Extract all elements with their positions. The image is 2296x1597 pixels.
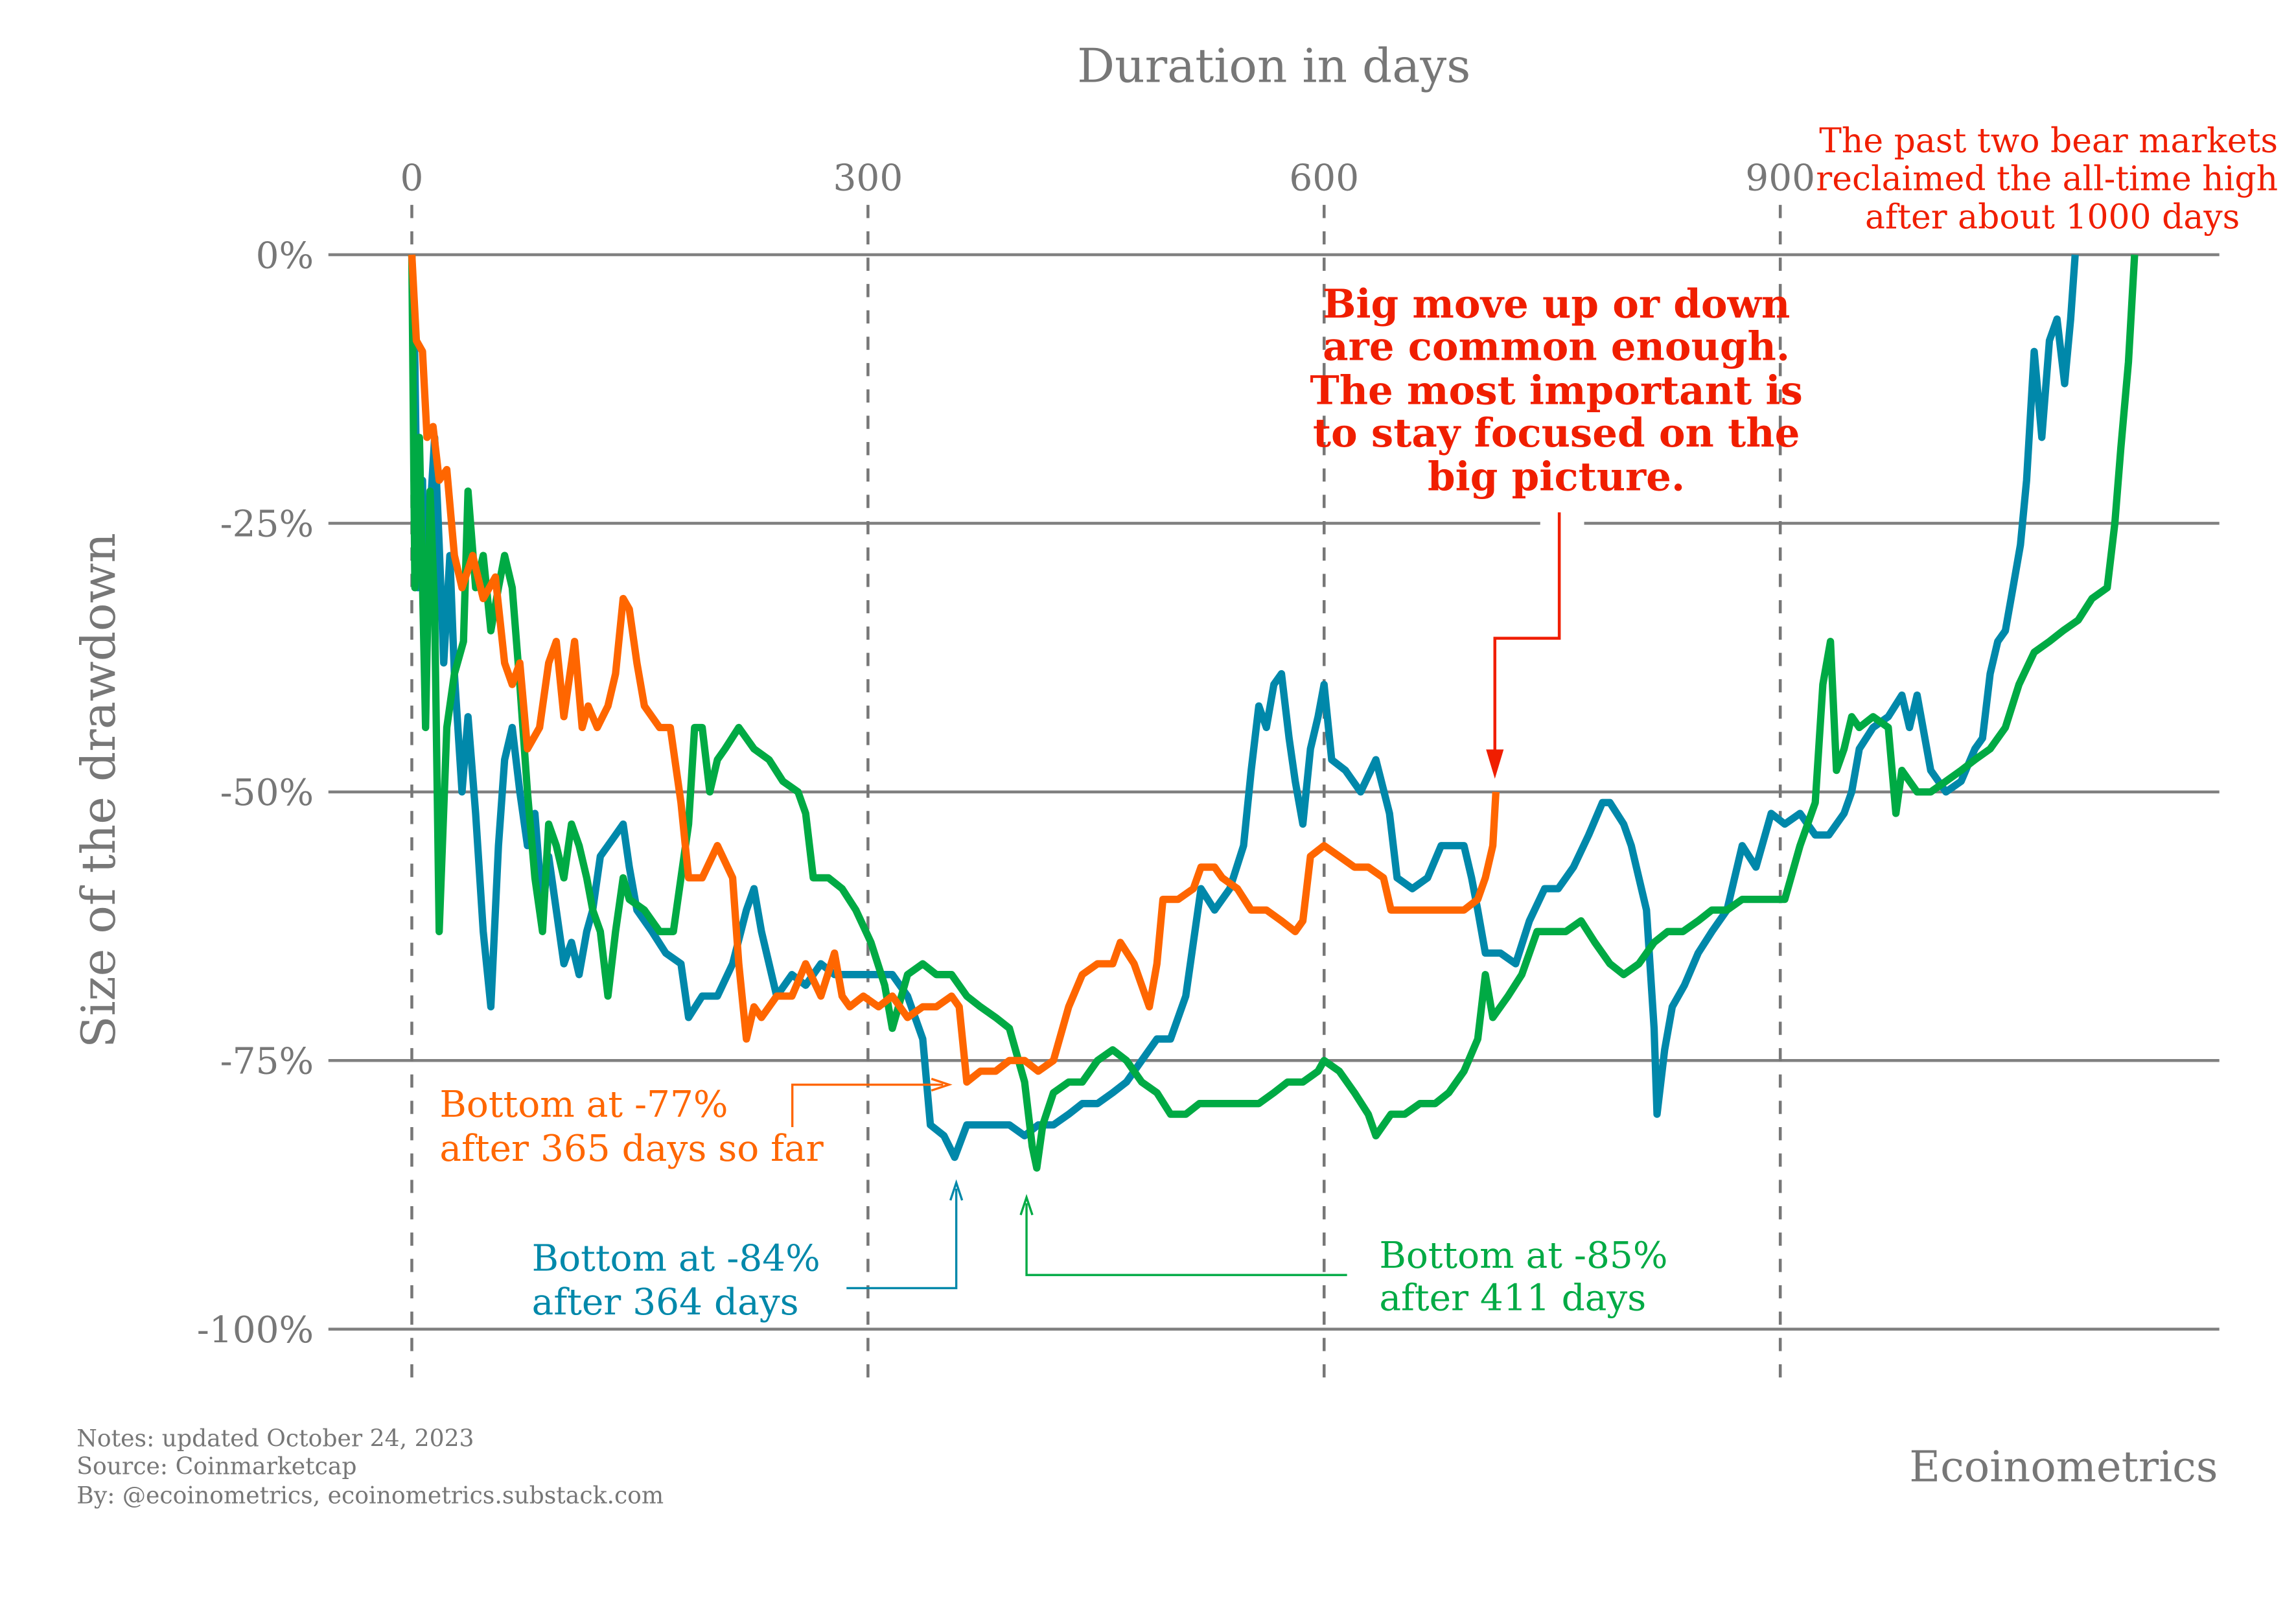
gridlines <box>328 205 2220 1385</box>
annotation-green-line2: after 411 days <box>1379 1277 1646 1319</box>
annotation-orange-line2: after 365 days so far <box>439 1128 823 1170</box>
annotation-green-arrowhead <box>1019 1194 1034 1216</box>
top-right-note-line: The past two bear markets <box>1819 122 2278 161</box>
callout-line: Big move up or down <box>1323 281 1790 327</box>
annotation-blue-arrow <box>846 1188 958 1290</box>
annotation-blue-line1: Bottom at -84% <box>532 1237 820 1279</box>
top-right-note: The past two bear markets reclaimed the … <box>1816 122 2278 237</box>
y-axis-title: Size of the drawdown <box>72 533 126 1048</box>
footer-by: By: @ecoinometrics, ecoinometrics.substa… <box>76 1481 664 1509</box>
callout-line: big picture. <box>1428 454 1685 500</box>
footer-notes: Notes: updated October 24, 2023 <box>76 1424 474 1452</box>
annotation-orange-arrowhead <box>931 1077 953 1092</box>
y-tick-label: 0% <box>256 235 314 277</box>
y-tick-label: -100% <box>197 1309 314 1351</box>
annotation-green: Bottom at -85% after 411 days <box>1019 1194 1667 1319</box>
y-tick-label: -75% <box>220 1041 314 1083</box>
brand-logo-text: Ecoinometrics <box>1909 1443 2218 1492</box>
callout-line: to stay focused on the <box>1313 410 1800 456</box>
callout-arrow <box>1493 512 1561 762</box>
series-line-blue <box>408 254 2079 1161</box>
annotation-orange-line1: Bottom at -77% <box>439 1084 728 1126</box>
annotation-blue: Bottom at -84% after 364 days <box>532 1179 964 1323</box>
tick-labels: 0% -25% -50% -75% -100% 0 300 600 900 <box>197 157 1815 1351</box>
callout: Big move up or down are common enough. T… <box>1310 281 1803 500</box>
annotation-blue-arrowhead <box>949 1179 964 1201</box>
y-tick-label: -25% <box>220 504 314 546</box>
series-group <box>408 254 2139 1172</box>
annotation-green-line1: Bottom at -85% <box>1379 1235 1667 1277</box>
series-line-green <box>408 254 2139 1172</box>
annotation-green-arrow <box>1025 1203 1347 1276</box>
x-tick-label: 600 <box>1289 157 1359 200</box>
gridline-gap <box>1540 512 1584 533</box>
x-tick-label: 0 <box>400 157 424 200</box>
callout-line: are common enough. <box>1323 324 1790 370</box>
top-right-note-line: after about 1000 days <box>1865 198 2240 237</box>
top-right-note-line: reclaimed the all-time high <box>1816 160 2278 199</box>
annotation-orange-arrow <box>791 1083 944 1128</box>
callout-arrowhead <box>1486 749 1504 779</box>
series-line-orange <box>408 254 1500 1086</box>
x-axis-title: Duration in days <box>1077 39 1470 93</box>
y-tick-label: -50% <box>220 772 314 814</box>
footer-source: Source: Coinmarketcap <box>76 1452 356 1480</box>
x-tick-label: 300 <box>833 157 903 200</box>
annotation-orange: Bottom at -77% after 365 days so far <box>439 1077 953 1170</box>
callout-line: The most important is <box>1310 367 1803 414</box>
annotation-blue-line2: after 364 days <box>532 1281 799 1323</box>
x-tick-label: 900 <box>1745 157 1815 200</box>
